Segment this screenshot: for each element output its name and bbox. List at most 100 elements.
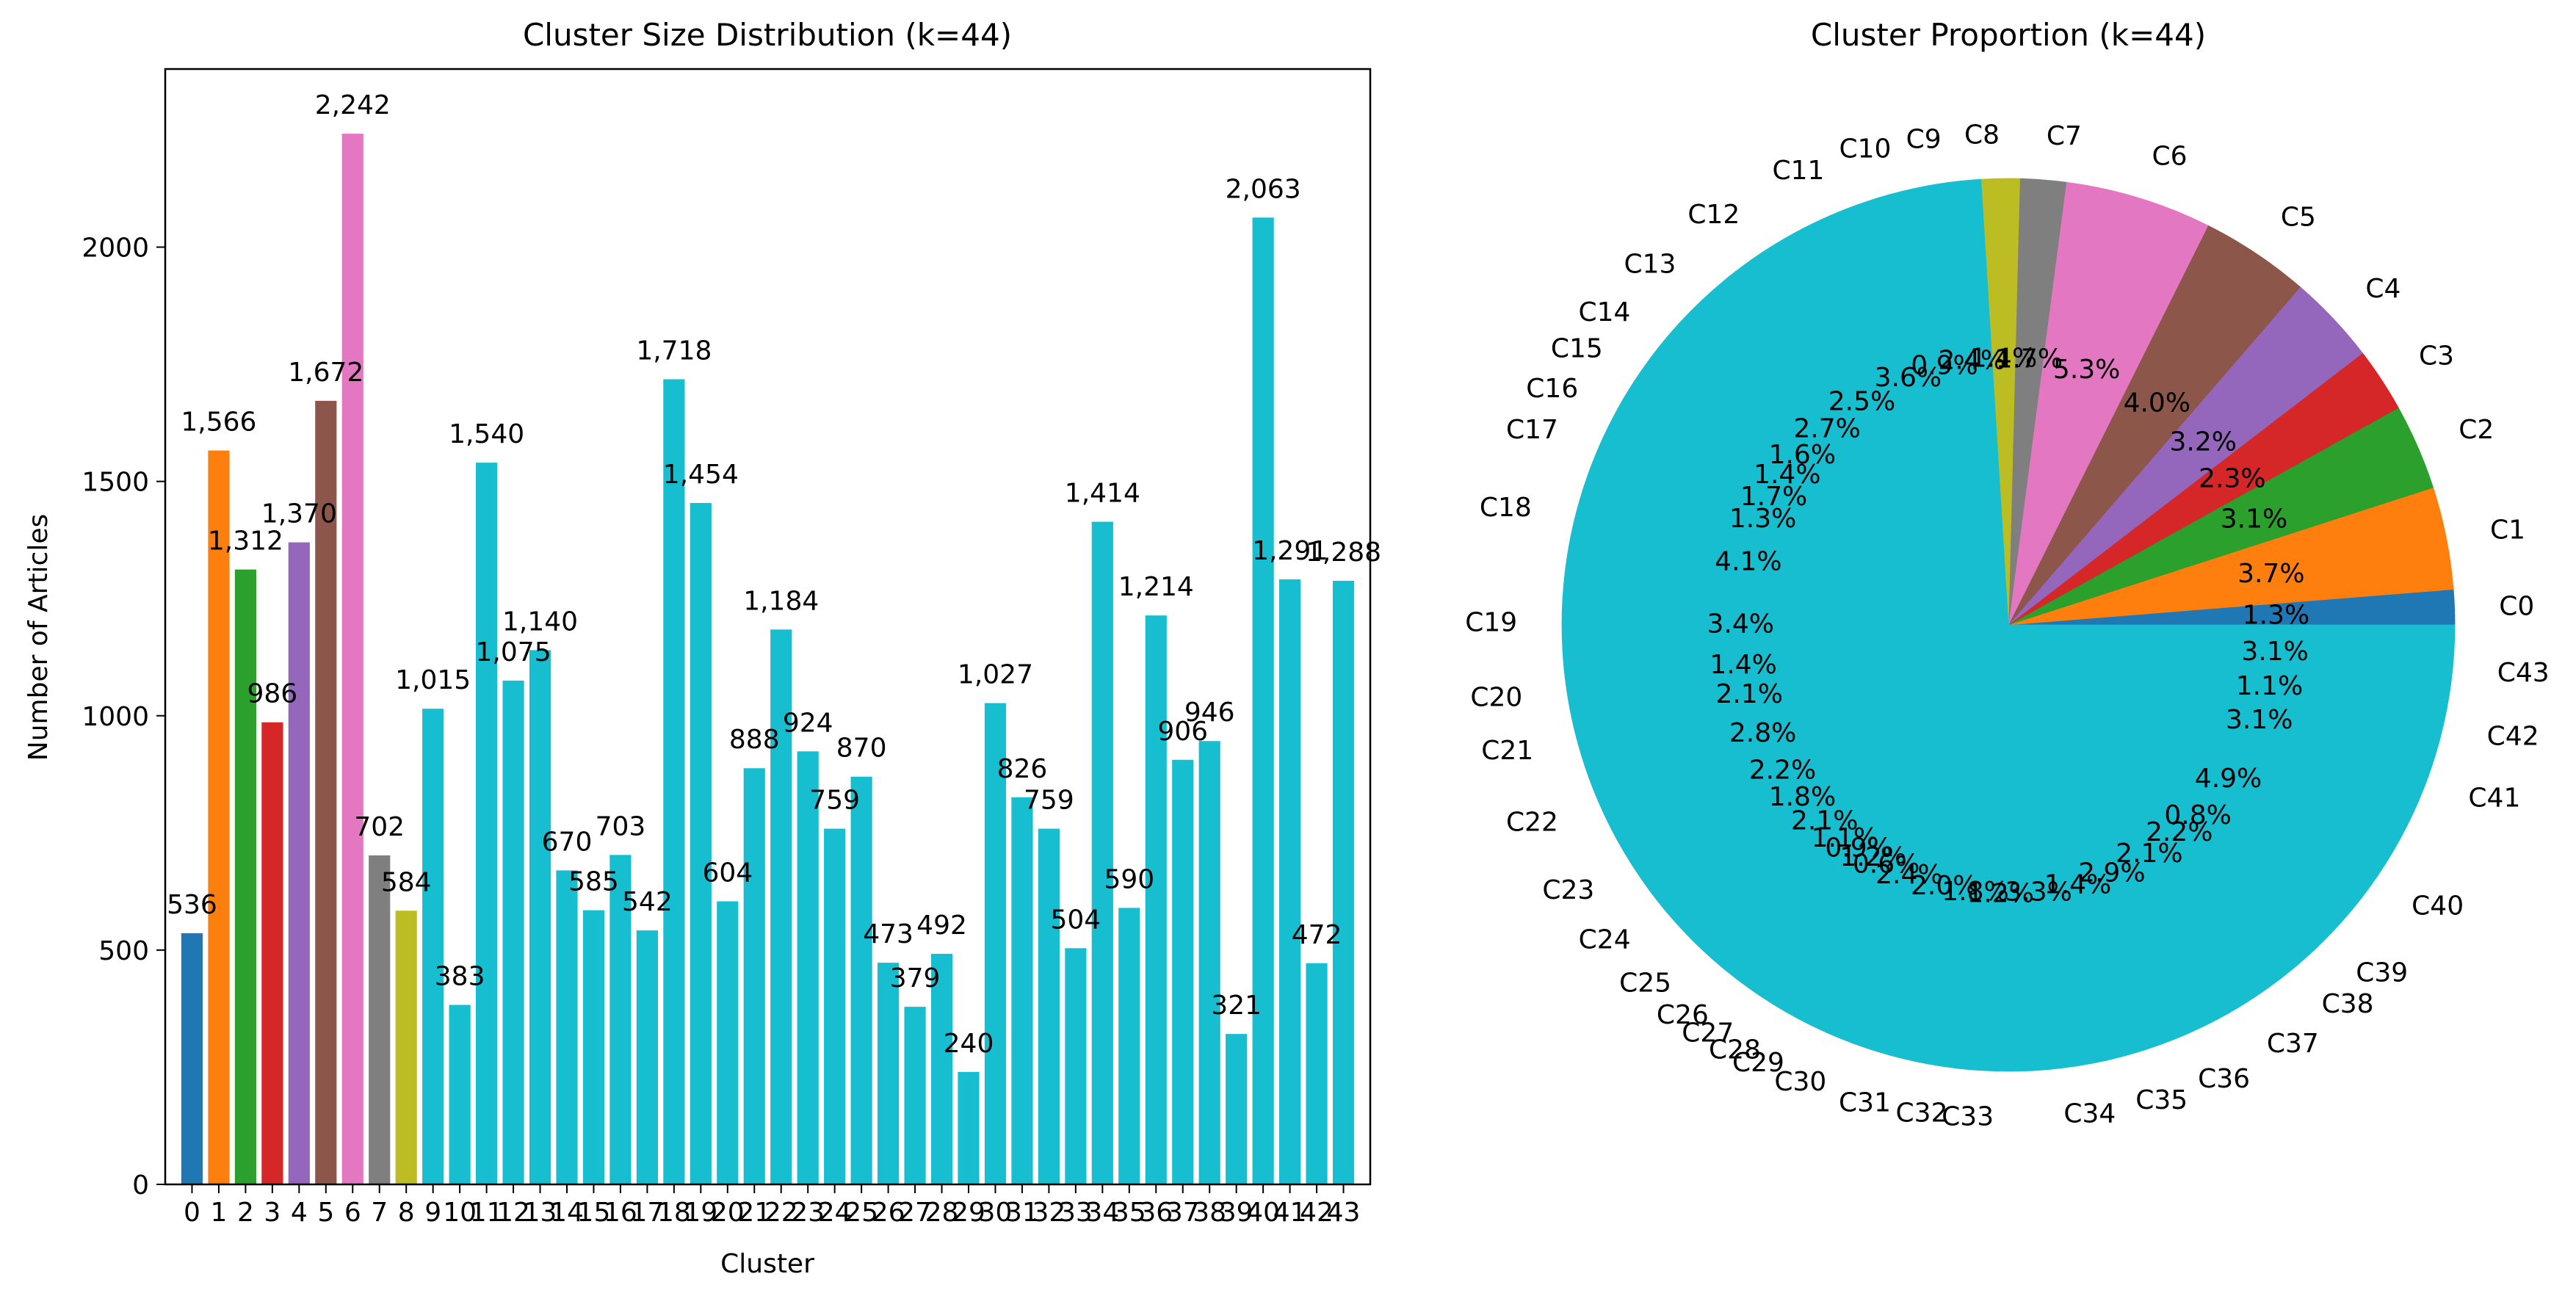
bar [1198, 741, 1220, 1184]
bar [1332, 580, 1355, 1184]
y-tick-label: 0 [132, 1170, 149, 1201]
pie-percent-label: 2.4% [1938, 346, 2005, 376]
pie-slice-label: C10 [1839, 134, 1891, 164]
pie-slice-label: C9 [1906, 124, 1942, 154]
pie-percent-label: 2.5% [1828, 387, 1895, 417]
pie-percent-label: 1.7% [1740, 482, 1807, 512]
x-tick-label: 41 [1273, 1198, 1307, 1228]
bar-value-label: 759 [809, 786, 860, 816]
x-tick-label: 10 [443, 1198, 477, 1228]
bar [690, 503, 712, 1184]
bar [1172, 759, 1194, 1184]
pie-slice-label: C21 [1481, 736, 1533, 766]
pie-slice-label: C18 [1480, 493, 1532, 523]
bar [556, 870, 578, 1184]
bar [1118, 908, 1140, 1184]
pie-slice-label: C2 [2459, 415, 2494, 445]
pie-percent-label: 1.3% [1729, 504, 1796, 534]
bar-value-label: 240 [944, 1029, 994, 1059]
pie-percent-label: 1.8% [1769, 782, 1836, 812]
bar-value-label: 492 [916, 911, 967, 941]
bar-value-label: 536 [167, 890, 217, 920]
pie-percent-label: 1.8% [1942, 877, 2008, 907]
pie-percent-label: 3.4% [1707, 609, 1773, 639]
x-tick-label: 18 [657, 1198, 691, 1228]
pie-slice-label: C1 [2490, 515, 2525, 546]
pie-chart: Cluster Proportion (k=44) C0 C1 C2 C3 C4 C5 C6… [1465, 17, 2549, 1132]
x-tick-label: 37 [1166, 1198, 1200, 1228]
x-tick-label: 32 [1032, 1198, 1066, 1228]
pie-percent-label: 0.9% [1911, 351, 1978, 381]
pie-slice-label: C7 [2047, 121, 2082, 151]
pie-slice [2008, 181, 2209, 626]
pie-percent-label: 2.0% [1911, 871, 1978, 901]
bar [208, 450, 230, 1184]
bar [1226, 1034, 1248, 1184]
bar [984, 703, 1007, 1184]
bar-value-label: 2,242 [315, 90, 391, 120]
bar [850, 776, 872, 1184]
bar [1252, 217, 1274, 1185]
bar [609, 855, 632, 1184]
bar-value-label: 590 [1104, 864, 1154, 894]
bar-value-label: 670 [542, 827, 593, 857]
bar [181, 933, 203, 1184]
pie-slice-label: C0 [2499, 591, 2534, 621]
bar-value-label: 504 [1051, 905, 1101, 935]
x-axis-label: Cluster [720, 1249, 814, 1279]
pie-slice-label: C37 [2267, 1029, 2319, 1059]
bar-chart: Cluster Size Distribution (k=44) Number … [23, 17, 1381, 1279]
x-tick-label: 19 [684, 1198, 717, 1228]
y-tick-label: 500 [98, 936, 149, 966]
bar-value-label: 1,288 [1306, 537, 1381, 568]
x-tick-label: 31 [1005, 1198, 1039, 1228]
pie-slice-label: C23 [1542, 875, 1594, 905]
y-tick-label: 2000 [82, 234, 149, 264]
bar [234, 569, 256, 1184]
pie-slice-label: C12 [1687, 200, 1740, 230]
bar-value-label: 888 [729, 725, 780, 755]
x-tick-label: 23 [791, 1198, 825, 1228]
bar-value-label: 986 [247, 679, 298, 709]
x-tick-label: 30 [979, 1198, 1013, 1228]
bar-value-label: 702 [354, 812, 405, 842]
x-tick-label: 3 [264, 1198, 281, 1228]
pie-slice-label: C16 [1526, 374, 1578, 404]
x-tick-label: 6 [344, 1198, 361, 1228]
pie-percent-label: 0.8% [2164, 800, 2231, 830]
x-tick-label: 16 [604, 1198, 637, 1228]
pie-slice-label: C20 [1470, 682, 1522, 712]
pie-percent-label: 1.4% [1970, 343, 2037, 373]
bar [1065, 948, 1087, 1184]
bar [529, 650, 551, 1184]
bar [770, 629, 792, 1184]
x-tick-label: 24 [818, 1198, 852, 1228]
pie-slice-label: C40 [2412, 891, 2464, 922]
pie-slice-label: C43 [2497, 658, 2550, 688]
bar [1306, 963, 1328, 1184]
pie-percent-label: 1.7% [1996, 344, 2063, 374]
pie-percent-label: 1.1% [1812, 823, 1878, 853]
pie-percent-label: 3.2% [2170, 427, 2237, 457]
x-tick-label: 34 [1085, 1198, 1119, 1228]
pie-percent-label: 1.1% [2236, 671, 2303, 701]
bar-value-label: 906 [1157, 717, 1208, 747]
bar-value-label: 1,566 [181, 408, 256, 438]
pie-slice-label: C33 [1942, 1102, 1994, 1132]
bar [797, 751, 819, 1184]
bar [1145, 615, 1167, 1184]
bar-value-label: 472 [1292, 920, 1342, 950]
pie-percent-label: 2.1% [1791, 806, 1858, 836]
pie-slice-label: C30 [1774, 1067, 1826, 1097]
pie-percent-label: 2.9% [2078, 858, 2145, 888]
pie-slice-label: C6 [2152, 141, 2188, 171]
pie-percent-label: 2.4% [1875, 860, 1942, 890]
x-tick-label: 8 [398, 1198, 415, 1228]
x-tick-label: 0 [184, 1198, 200, 1228]
bar [1038, 828, 1060, 1184]
bar [288, 542, 310, 1184]
x-tick-label: 13 [524, 1198, 557, 1228]
bar [1279, 579, 1301, 1184]
x-tick-label: 35 [1112, 1198, 1146, 1228]
pie-slice [2008, 624, 2410, 933]
